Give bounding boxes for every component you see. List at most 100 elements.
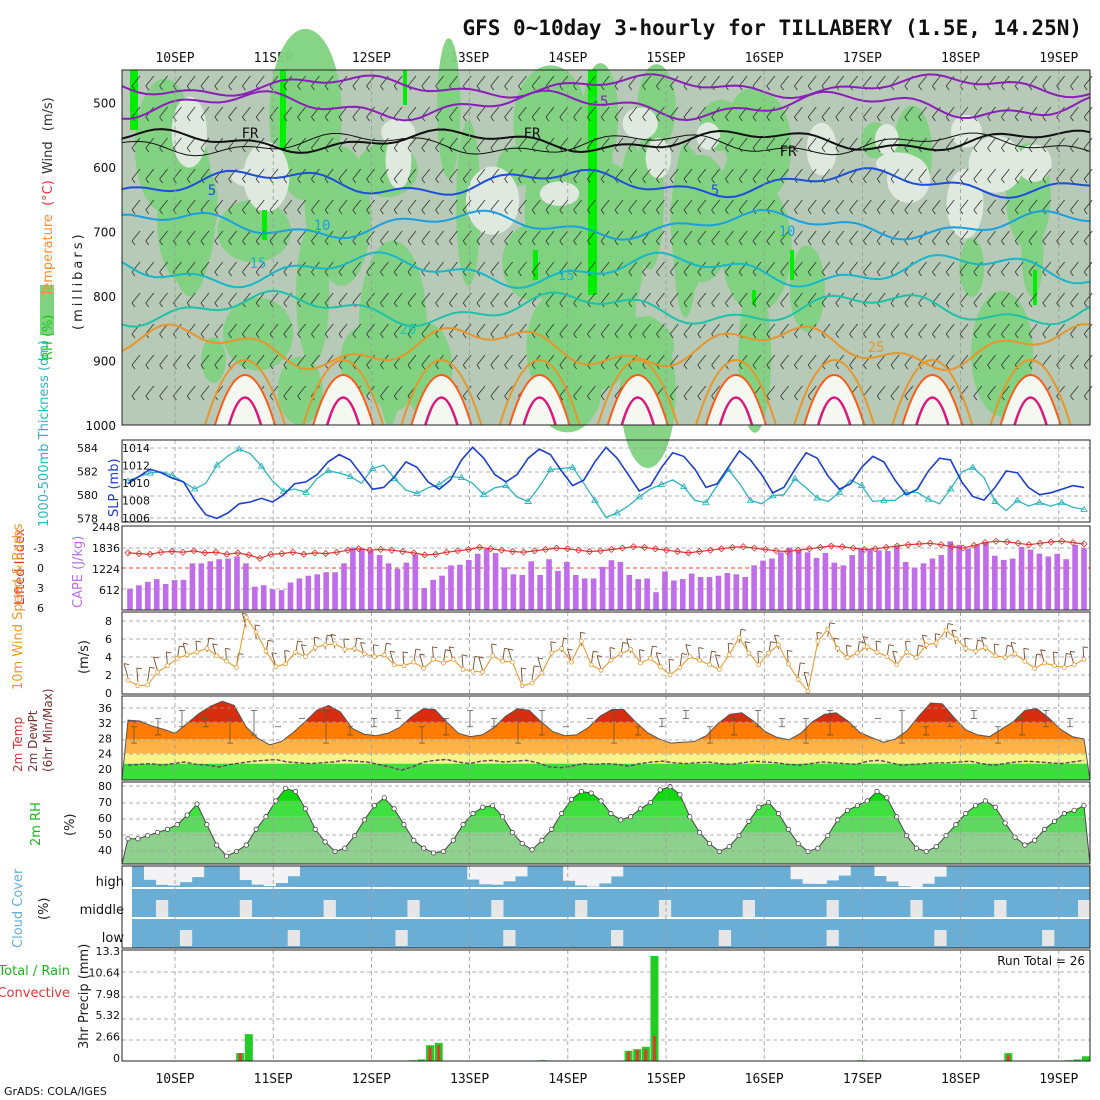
cape-bar <box>938 555 945 610</box>
cape-bar <box>920 563 927 610</box>
lifted-index-point <box>651 545 660 553</box>
rh-tick: 50 <box>98 828 112 841</box>
wind-barb <box>145 199 155 215</box>
wind-barb <box>945 354 955 370</box>
lifted-index-point <box>421 551 429 559</box>
wind-barb <box>614 137 624 153</box>
rh-area-green <box>277 356 323 426</box>
wind-barb <box>476 137 486 153</box>
wind-barb <box>159 261 168 277</box>
cloud-mid-gap <box>155 900 169 918</box>
contour-label: FR <box>242 126 259 142</box>
wind-barb <box>407 292 417 308</box>
wind-barb <box>711 230 720 246</box>
wind-barb <box>1083 230 1093 246</box>
wind-barb <box>794 292 803 308</box>
wind-barb <box>959 323 969 339</box>
wind-barb <box>186 168 196 184</box>
rh-area-green <box>724 115 783 176</box>
wind-tick: 2 <box>105 669 112 682</box>
thickness-point <box>324 466 332 474</box>
wind-barb <box>835 323 845 339</box>
contour-label: -5 <box>592 94 609 110</box>
cape-bar <box>376 555 383 610</box>
wind-barb <box>145 75 155 91</box>
rh-point <box>598 798 604 804</box>
lifted-index-point <box>509 547 517 556</box>
wind-barb <box>145 385 155 401</box>
minmax-bar <box>731 718 737 736</box>
rh-point <box>795 840 801 847</box>
lifted-index-point <box>563 545 572 553</box>
wind-barb <box>324 292 334 308</box>
wind-barb <box>186 230 196 246</box>
rh-point <box>549 826 555 832</box>
isotherm-dome-hot <box>1013 396 1048 426</box>
cape-bar <box>1072 544 1078 610</box>
rh-point <box>963 810 969 817</box>
slp-tick: 1006 <box>122 512 150 525</box>
wind-barb <box>1042 323 1052 339</box>
wind-barb <box>228 230 237 246</box>
minmax-bar <box>827 709 833 736</box>
wind-tick: 8 <box>105 615 112 628</box>
thickness-point <box>635 493 644 500</box>
wind-speed-point <box>943 627 949 633</box>
wind-speed-point <box>628 646 634 652</box>
rh-point <box>746 818 752 824</box>
lifted-index-point <box>761 545 769 554</box>
lifted-index-point <box>135 550 143 558</box>
bottom-date-axis: 10SEP 11SEP 12SEP 13SEP 14SEP 15SEP 16SEP 17SEP… <box>155 1072 1078 1087</box>
wind-barb <box>380 323 389 339</box>
wind-barb <box>214 292 224 308</box>
precip-tick: 2.66 <box>96 1031 121 1044</box>
wind-barb-10m <box>679 652 688 668</box>
cape-bar <box>180 579 187 610</box>
wind-barb <box>255 261 265 277</box>
wind-barb <box>490 354 500 370</box>
date-label-top: 15SEP <box>646 51 685 66</box>
precip-panel: 13.3 10.64 7.98 5.32 2.66 0 Run Total = 26 Tota… <box>0 944 1091 1065</box>
wind-speed-point <box>1081 656 1087 662</box>
isotherm-line <box>121 167 1091 199</box>
wind-barb <box>973 292 983 308</box>
wind-speed-point <box>845 655 850 660</box>
wind-speed-point <box>854 650 860 656</box>
wind-speed-point <box>983 645 988 650</box>
wind-speed-point <box>312 645 318 650</box>
wind-barb <box>987 168 996 184</box>
cape-bar <box>127 588 133 610</box>
wind-barb <box>324 261 334 277</box>
lifted-index-point <box>498 546 506 554</box>
cloud-axis-label: Cloud Cover <box>11 868 26 948</box>
rh-point <box>135 836 141 842</box>
wind-barb <box>338 168 348 184</box>
wind-speed-point <box>963 646 969 651</box>
wind-barb <box>1056 354 1065 370</box>
wind-barb <box>518 261 527 277</box>
wind-barb <box>959 261 969 277</box>
cloud-high-gap <box>491 866 504 885</box>
thickness-point <box>235 445 243 452</box>
wind-speed-point <box>559 646 565 651</box>
isotherm-line <box>121 128 1091 154</box>
rh-area-green <box>1021 206 1044 297</box>
wind-barb <box>904 199 914 215</box>
cape-bar <box>715 575 722 610</box>
wind-barb <box>628 323 638 339</box>
cape-bar <box>136 585 142 610</box>
isotherm-dome <box>400 359 483 426</box>
wind-barb <box>890 354 900 370</box>
wind-barb <box>932 75 941 91</box>
cape-bar <box>992 555 998 610</box>
rh-area-dry <box>539 181 580 206</box>
wind-speed-point <box>204 646 210 651</box>
cape-bar <box>243 563 249 610</box>
wind-speed-point <box>421 666 427 671</box>
wind-barb <box>407 168 417 184</box>
wind-speed-point <box>766 650 772 656</box>
wind-barb <box>449 292 458 308</box>
wind-barb <box>269 323 279 339</box>
precip-tick: 13.3 <box>96 945 121 958</box>
isotherm-dome-hot <box>325 396 361 426</box>
